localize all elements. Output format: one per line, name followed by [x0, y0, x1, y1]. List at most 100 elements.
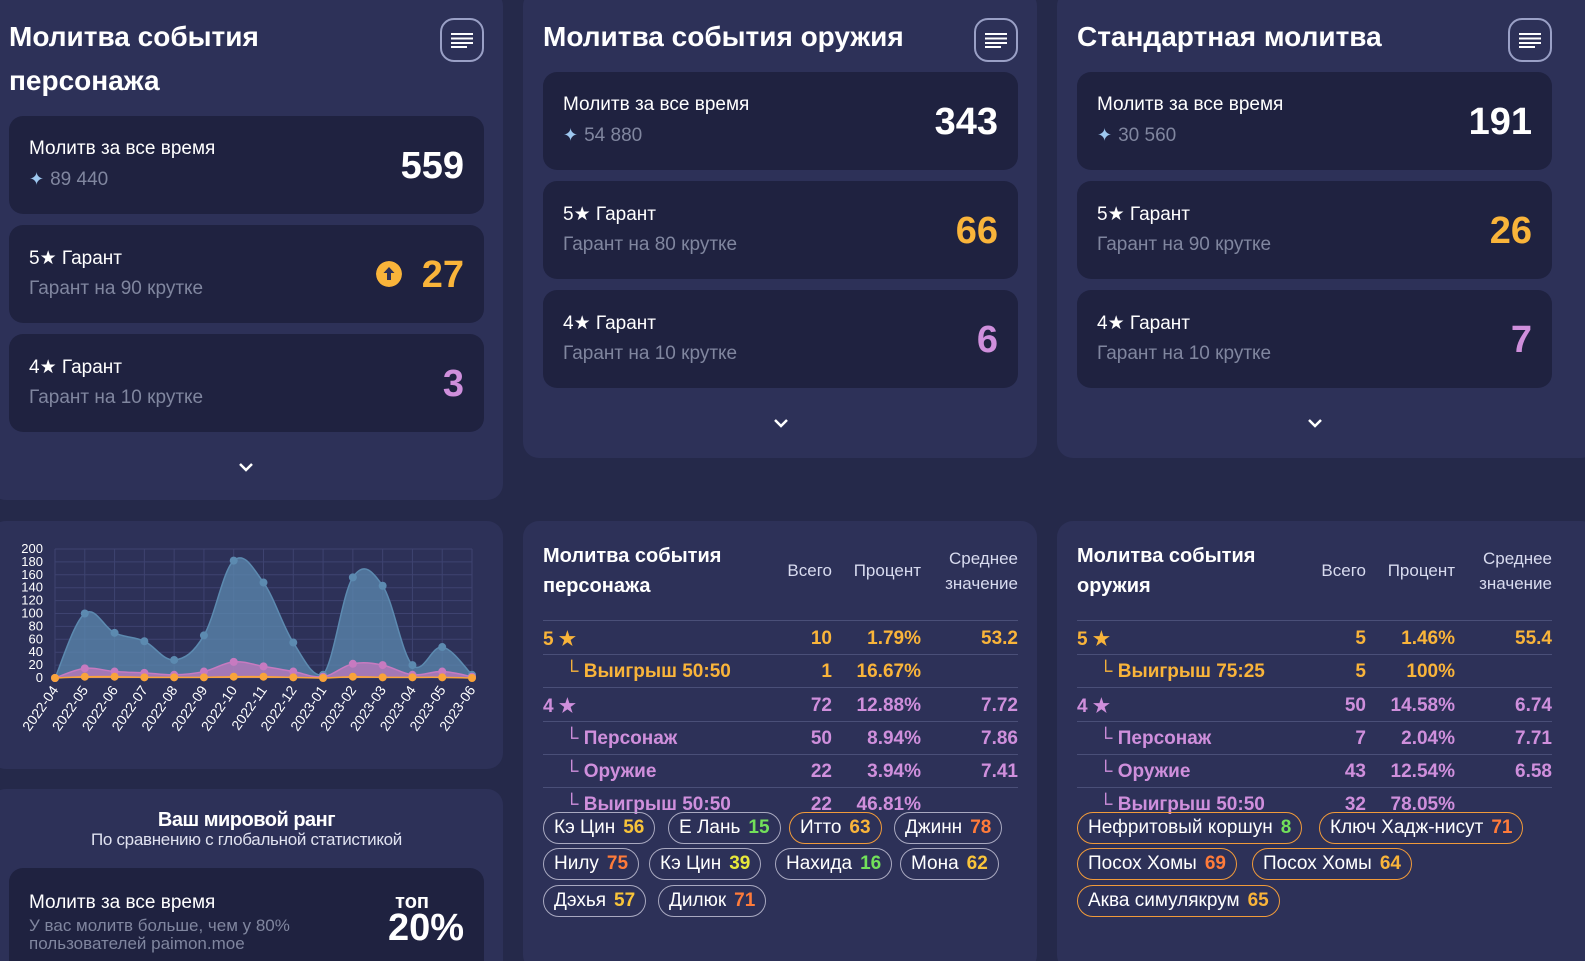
table-row: 4 ★ 72 12.88% 7.72 [543, 689, 1018, 722]
data-point[interactable] [140, 673, 149, 682]
rank-card: Молитв за все время У вас молитв больше,… [9, 868, 484, 961]
total-pulls-card: Молитв за все время ✦ 89 440 559 [9, 116, 484, 214]
total-pulls-label: Молитв за все время [1097, 94, 1284, 115]
tag-item[interactable]: Дилюк 71 [658, 885, 767, 917]
tag-item[interactable]: Нилу 75 [543, 848, 640, 880]
five-star-sub: Гарант на 90 крутке [1097, 234, 1272, 255]
four-star-label: 4★ Гарант [1097, 313, 1190, 334]
data-point[interactable] [348, 659, 357, 668]
y-tick-label: 20 [29, 657, 43, 672]
arrow-up-circle-icon [376, 261, 402, 287]
menu-button[interactable] [440, 18, 484, 62]
five-star-pity-card: 5★ Гарант Гарант на 80 крутке 66 [543, 181, 1018, 279]
table-row: └ Выигрыш 75:25 5 100% [1077, 655, 1552, 688]
total-pulls-label: Молитв за все время [563, 94, 750, 115]
data-point[interactable] [438, 673, 447, 682]
four-star-pity-card: 4★ Гарант Гарант на 10 крутке 3 [9, 334, 484, 432]
tag-item[interactable]: Дэхья 57 [543, 885, 647, 917]
data-point[interactable] [229, 556, 238, 565]
data-point[interactable] [199, 673, 208, 682]
world-rank-title: Ваш мировой ранг [157, 809, 336, 831]
data-point[interactable] [408, 661, 417, 670]
table-row: 5 ★ 10 1.79% 53.2 [543, 622, 1018, 655]
data-point[interactable] [170, 673, 179, 682]
data-point[interactable] [199, 631, 208, 640]
menu-icon [1519, 33, 1541, 48]
chevron-down-icon[interactable] [238, 462, 254, 472]
tag-item[interactable]: Посох Хомы 69 [1077, 848, 1237, 880]
tag-item[interactable]: Посох Хомы 64 [1252, 848, 1412, 880]
four-star-sub: Гарант на 10 крутке [563, 343, 738, 364]
five-star-label: 5★ Гарант [29, 248, 122, 269]
chevron-down-icon[interactable] [773, 418, 789, 428]
four-star-pity-card: 4★ Гарант Гарант на 10 крутке 7 [1077, 290, 1552, 388]
tag-item[interactable]: Кэ Цин 56 [543, 812, 656, 844]
tag-item[interactable]: Аква симулякрум 65 [1077, 885, 1280, 917]
tag-item[interactable]: Е Лань 15 [668, 812, 781, 844]
data-point[interactable] [289, 667, 298, 676]
five-star-pity-value: 27 [421, 254, 464, 296]
y-tick-label: 100 [21, 606, 43, 621]
data-point[interactable] [438, 667, 447, 676]
data-point[interactable] [438, 643, 447, 652]
data-point[interactable] [408, 673, 417, 682]
five-star-sub: Гарант на 90 крутке [29, 278, 204, 299]
menu-button[interactable] [1508, 18, 1552, 62]
weapon-banner-panel: Молитва события оружия Молитв за все вре… [523, 0, 1037, 458]
panel-title: Молитва события персонажа [9, 21, 259, 96]
y-tick-label: 60 [29, 631, 43, 646]
four-star-sub: Гарант на 10 крутке [1097, 343, 1272, 364]
data-point[interactable] [229, 672, 238, 681]
standard-banner-panel: Стандартная молитва Молитв за все время … [1057, 0, 1585, 458]
data-point[interactable] [110, 628, 119, 637]
data-point[interactable] [229, 657, 238, 666]
data-point[interactable] [378, 581, 387, 590]
data-point[interactable] [289, 673, 298, 682]
five-star-pity-value: 26 [1489, 210, 1532, 252]
data-point[interactable] [80, 672, 89, 681]
total-pulls-value: 343 [934, 101, 998, 143]
tag-item[interactable]: Нефритовый коршун 8 [1077, 812, 1303, 844]
five-star-label: 5★ Гарант [1097, 204, 1190, 225]
tag-item[interactable]: Итто 63 [789, 812, 882, 844]
top-label: топ [395, 891, 429, 913]
data-point[interactable] [51, 674, 59, 682]
col-total: Всего [1321, 561, 1366, 580]
tag-item[interactable]: Мона 62 [900, 848, 999, 880]
rank-description-2: пользователей paimon.moe [29, 934, 245, 953]
data-point[interactable] [110, 672, 119, 681]
data-point[interactable] [259, 578, 268, 587]
table-row: └ Персонаж 50 8.94% 7.86 [543, 722, 1018, 755]
data-point[interactable] [378, 661, 387, 670]
four-star-label: 4★ Гарант [29, 357, 122, 378]
four-star-sub: Гарант на 10 крутке [29, 387, 204, 408]
total-pulls-card: Молитв за все время ✦ 30 560 191 [1077, 72, 1552, 170]
table-row: 4 ★ 50 14.58% 6.74 [1077, 689, 1552, 722]
character-stats-panel: Молитва события персонажа Всего Процент С… [523, 521, 1037, 961]
tag-item[interactable]: Джинн 78 [894, 812, 1003, 844]
data-point[interactable] [378, 673, 387, 682]
four-star-pity-card: 4★ Гарант Гарант на 10 крутке 6 [543, 290, 1018, 388]
total-primogems: 30 560 [1118, 125, 1177, 146]
four-star-pity-value: 6 [976, 319, 998, 361]
total-pulls-value: 559 [400, 145, 464, 187]
data-point[interactable] [170, 655, 179, 664]
data-point[interactable] [259, 672, 268, 681]
data-point[interactable] [348, 573, 357, 582]
data-point[interactable] [140, 637, 149, 646]
tag-item[interactable]: Нахида 16 [775, 848, 893, 880]
tag-item[interactable]: Кэ Цин 39 [649, 848, 762, 880]
data-point[interactable] [259, 662, 268, 671]
data-point[interactable] [348, 672, 357, 681]
data-point[interactable] [319, 674, 328, 682]
top-percent: 20% [387, 907, 464, 949]
data-point[interactable] [199, 667, 208, 676]
data-point[interactable] [289, 638, 298, 647]
chevron-down-icon[interactable] [1307, 418, 1323, 428]
primogem-icon: ✦ [563, 125, 579, 145]
data-point[interactable] [468, 674, 476, 682]
data-point[interactable] [80, 609, 89, 618]
tag-item[interactable]: Ключ Хадж-нисут 71 [1319, 812, 1524, 844]
menu-button[interactable] [974, 18, 1018, 62]
data-point[interactable] [80, 664, 89, 673]
